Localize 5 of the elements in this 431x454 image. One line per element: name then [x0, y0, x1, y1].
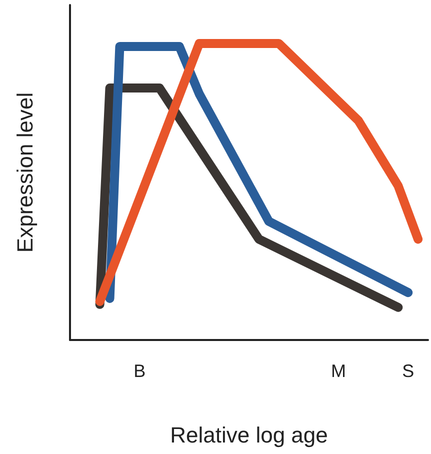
x-tick-label: M — [331, 361, 346, 381]
x-tick-label: S — [402, 361, 414, 381]
x-axis-title: Relative log age — [170, 422, 328, 448]
x-tick-label: B — [134, 361, 146, 381]
y-axis-title: Expression level — [12, 92, 38, 253]
